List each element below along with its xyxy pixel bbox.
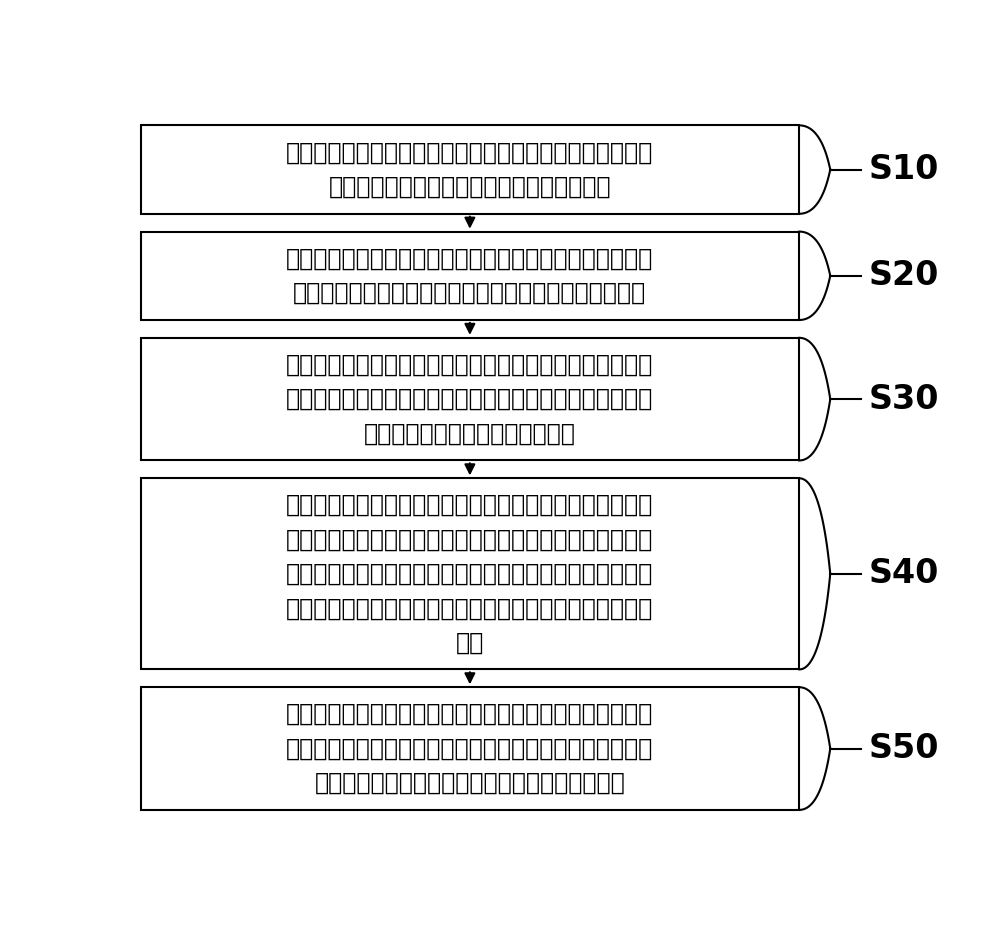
Text: S20: S20: [869, 259, 939, 293]
Text: 在所述第一目标节点与所述第二目标节点相同时，生成连接
有所述待搜索初始节点、所述第一目标节点以及所述待搜索
终止节点的电气路径，以完成电气路径的搜索操作: 在所述第一目标节点与所述第二目标节点相同时，生成连接 有所述待搜索初始节点、所述…: [286, 702, 654, 795]
Text: S40: S40: [869, 557, 939, 591]
Text: S10: S10: [869, 153, 939, 186]
Text: 获取所述预设配电网中的各预设节点层以及与所述预设节点
层对应的预设节点集，所述预设节点集中包括各预设节点: 获取所述预设配电网中的各预设节点层以及与所述预设节点 层对应的预设节点集，所述预…: [286, 246, 654, 305]
Bar: [140, 232, 799, 320]
Text: S30: S30: [869, 382, 940, 416]
Text: S50: S50: [869, 732, 940, 765]
Text: 在所述初始节点层与所述终止节点层相同时，基于预设层间
排序逐层向下确定所述初始节点层的下一节点层，并在所述
初始节点层的下一节点层中确定与所述待搜索初始节点连接: 在所述初始节点层与所述终止节点层相同时，基于预设层间 排序逐层向下确定所述初始节…: [286, 493, 654, 655]
Bar: [140, 338, 799, 460]
Bar: [140, 687, 799, 810]
Bar: [140, 478, 799, 669]
Text: 在接收到路径搜索指令时，根据所述路径搜索指令确定预设
配电网中的待搜索初始节点与待搜索终止节点: 在接收到路径搜索指令时，根据所述路径搜索指令确定预设 配电网中的待搜索初始节点与…: [286, 141, 654, 199]
Bar: [140, 125, 799, 214]
Text: 将所述待搜索初始节点所处的预设节点集对应的预设节点层
作为初始节点层，将所述待搜索终止节点所处的预设节点集
对应的预设节点层作为终止节点层: 将所述待搜索初始节点所处的预设节点集对应的预设节点层 作为初始节点层，将所述待搜…: [286, 353, 654, 445]
